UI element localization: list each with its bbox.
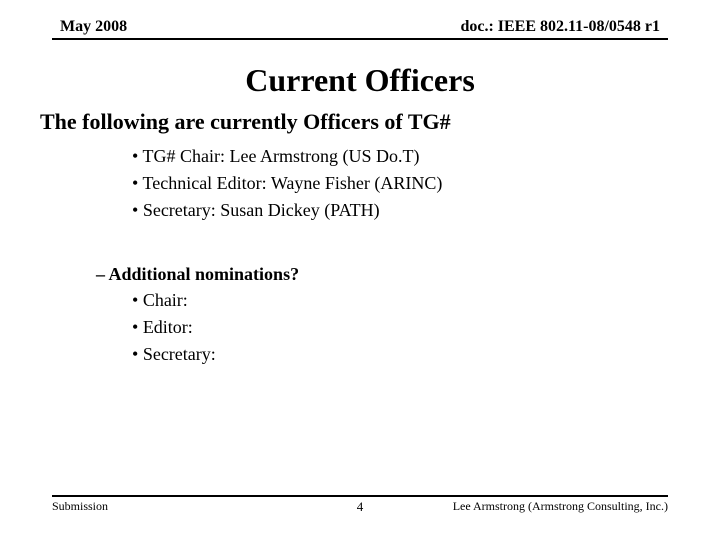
nominations-list: Chair: Editor: Secretary: — [96, 287, 680, 368]
nominations-block: Additional nominations? Chair: Editor: S… — [40, 264, 680, 368]
officers-list: TG# Chair: Lee Armstrong (US Do.T) Techn… — [40, 143, 680, 224]
nominations-heading: Additional nominations? — [96, 264, 680, 285]
footer-rule — [52, 495, 668, 497]
slide: May 2008 doc.: IEEE 802.11-08/0548 r1 Cu… — [0, 0, 720, 540]
slide-title: Current Officers — [40, 62, 680, 99]
header-docnum: doc.: IEEE 802.11-08/0548 r1 — [460, 18, 660, 36]
list-item: Secretary: Susan Dickey (PATH) — [132, 197, 680, 224]
list-item: Editor: — [132, 314, 680, 341]
list-item: TG# Chair: Lee Armstrong (US Do.T) — [132, 143, 680, 170]
footer-page-number: 4 — [52, 499, 668, 515]
footer: Submission 4 Lee Armstrong (Armstrong Co… — [52, 495, 668, 514]
header: May 2008 doc.: IEEE 802.11-08/0548 r1 — [52, 18, 668, 40]
footer-row: Submission 4 Lee Armstrong (Armstrong Co… — [52, 499, 668, 514]
list-item: Secretary: — [132, 341, 680, 368]
list-item: Chair: — [132, 287, 680, 314]
slide-subtitle: The following are currently Officers of … — [40, 109, 680, 135]
header-date: May 2008 — [60, 18, 127, 36]
list-item: Technical Editor: Wayne Fisher (ARINC) — [132, 170, 680, 197]
